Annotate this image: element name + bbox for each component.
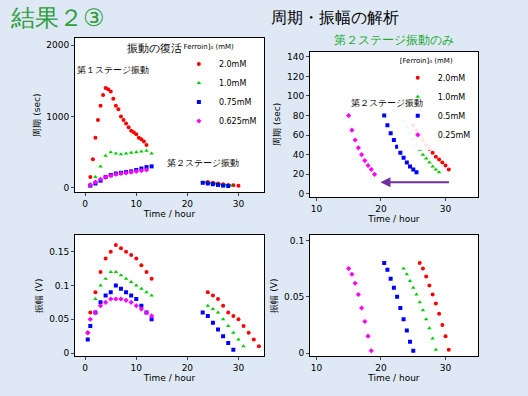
- svg-text:10: 10: [311, 363, 323, 373]
- svg-text:0: 0: [82, 199, 88, 209]
- svg-text:Time / hour: Time / hour: [367, 373, 420, 383]
- svg-text:0.1: 0.1: [55, 281, 69, 291]
- svg-text:10: 10: [311, 204, 323, 214]
- svg-text:2.0mM: 2.0mM: [438, 74, 466, 83]
- svg-text:2000: 2000: [46, 40, 69, 50]
- svg-text:10: 10: [131, 363, 143, 373]
- svg-text:0.05: 0.05: [49, 314, 69, 324]
- svg-text:1.0mM: 1.0mM: [438, 93, 466, 102]
- svg-text:30: 30: [233, 363, 245, 373]
- svg-text:0: 0: [298, 348, 304, 358]
- svg-text:0.625mM: 0.625mM: [219, 117, 257, 126]
- svg-text:結果２③: 結果２③: [10, 4, 105, 32]
- svg-text:0.25mM: 0.25mM: [438, 131, 471, 140]
- svg-text:60: 60: [293, 130, 305, 140]
- svg-text:0: 0: [298, 189, 304, 199]
- svg-text:20: 20: [293, 169, 305, 179]
- svg-text:1000: 1000: [46, 112, 69, 122]
- svg-text:Time / hour: Time / hour: [367, 214, 420, 224]
- svg-text:2.0mM: 2.0mM: [219, 60, 247, 69]
- svg-text:10: 10: [131, 199, 143, 209]
- svg-text:第２ステージ振動のみ: 第２ステージ振動のみ: [334, 33, 454, 47]
- svg-text:20: 20: [182, 199, 194, 209]
- svg-text:0.1: 0.1: [290, 236, 304, 246]
- svg-text:30: 30: [440, 204, 452, 214]
- svg-text:振幅 (V): 振幅 (V): [269, 279, 279, 313]
- svg-text:30: 30: [440, 363, 452, 373]
- svg-text:第２ステージ振動: 第２ステージ振動: [351, 98, 423, 108]
- svg-text:40: 40: [293, 150, 305, 160]
- svg-text:20: 20: [375, 363, 387, 373]
- svg-text:Time / hour: Time / hour: [143, 209, 196, 219]
- svg-text:80: 80: [293, 111, 305, 121]
- svg-text:周期 (sec): 周期 (sec): [32, 94, 42, 137]
- svg-text:0: 0: [63, 348, 69, 358]
- svg-text:第１ステージ振動: 第１ステージ振動: [77, 65, 149, 75]
- svg-text:0.75mM: 0.75mM: [219, 98, 252, 107]
- svg-text:第２ステージ振動: 第２ステージ振動: [167, 158, 239, 168]
- svg-text:振動の復活: 振動の復活: [127, 42, 182, 55]
- svg-text:0: 0: [82, 363, 88, 373]
- svg-text:0.15: 0.15: [49, 247, 69, 257]
- svg-text:周期 (sec): 周期 (sec): [272, 103, 282, 146]
- svg-text:140: 140: [287, 52, 304, 62]
- svg-text:[Ferroin]₀ (mM): [Ferroin]₀ (mM): [181, 43, 234, 51]
- svg-text:20: 20: [375, 204, 387, 214]
- svg-text:Time / hour: Time / hour: [143, 373, 196, 383]
- svg-text:30: 30: [233, 199, 245, 209]
- svg-text:1.0mM: 1.0mM: [219, 79, 247, 88]
- svg-text:120: 120: [287, 72, 304, 82]
- svg-text:周期・振幅の解析: 周期・振幅の解析: [271, 8, 399, 27]
- svg-text:100: 100: [287, 91, 304, 101]
- svg-text:0.05: 0.05: [284, 292, 304, 302]
- svg-text:0.5mM: 0.5mM: [438, 112, 466, 121]
- svg-text:振幅 (V): 振幅 (V): [34, 279, 44, 313]
- svg-text:[Ferroin]₀ (mM): [Ferroin]₀ (mM): [400, 57, 453, 65]
- svg-text:20: 20: [182, 363, 194, 373]
- svg-text:0: 0: [63, 183, 69, 193]
